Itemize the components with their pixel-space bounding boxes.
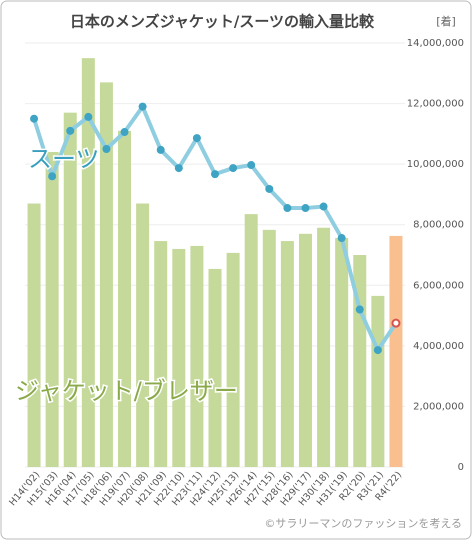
marker [337,234,346,243]
marker [283,204,292,213]
marker [319,202,328,211]
bar [389,235,403,467]
bar [371,295,385,467]
marker [156,145,165,154]
series-label: ジャケット/ブレザー [15,377,238,405]
marker [265,184,274,193]
y-tick-label: 12,000,000 [407,99,464,110]
bar [317,227,331,467]
bar [154,241,168,467]
marker [391,318,401,328]
y-tick-label: 6,000,000 [413,280,464,291]
bar [244,214,258,467]
y-tick-label: 4,000,000 [413,341,464,352]
marker [138,102,147,111]
marker [301,204,310,213]
marker [211,170,219,179]
bar [262,229,276,467]
bar [298,233,312,467]
bar [190,245,204,467]
marker [66,126,75,135]
bar [45,152,59,467]
marker [247,161,256,170]
marker [120,128,129,137]
bar [27,203,41,467]
marker [373,346,382,355]
chart-title: 日本のメンズジャケット/スーツの輸入量比較 [70,13,375,31]
bar [99,82,113,467]
y-tick-label: 2,000,000 [413,401,464,412]
bar [172,248,186,467]
bar [118,130,132,468]
bar [136,203,150,467]
marker [174,164,183,173]
bar [208,268,222,467]
marker [102,145,111,153]
credit: ©サラリーマンのファッションを考える [264,517,462,530]
bar [335,238,349,467]
y-tick-label: 10,000,000 [407,159,464,170]
bar [280,241,294,467]
y-tick-label: 14,000,000 [407,38,464,49]
marker [229,164,238,173]
marker [84,112,93,121]
marker [192,134,201,143]
y-tick-label: 0 [458,462,464,473]
bar [81,58,95,468]
y-tick-label: 8,000,000 [413,220,464,231]
unit-label: [着] [436,14,456,28]
marker [355,305,364,314]
marker [48,172,57,181]
marker [30,114,39,123]
bar [63,112,77,468]
bar [226,252,240,467]
series-label: スーツ [28,145,100,173]
